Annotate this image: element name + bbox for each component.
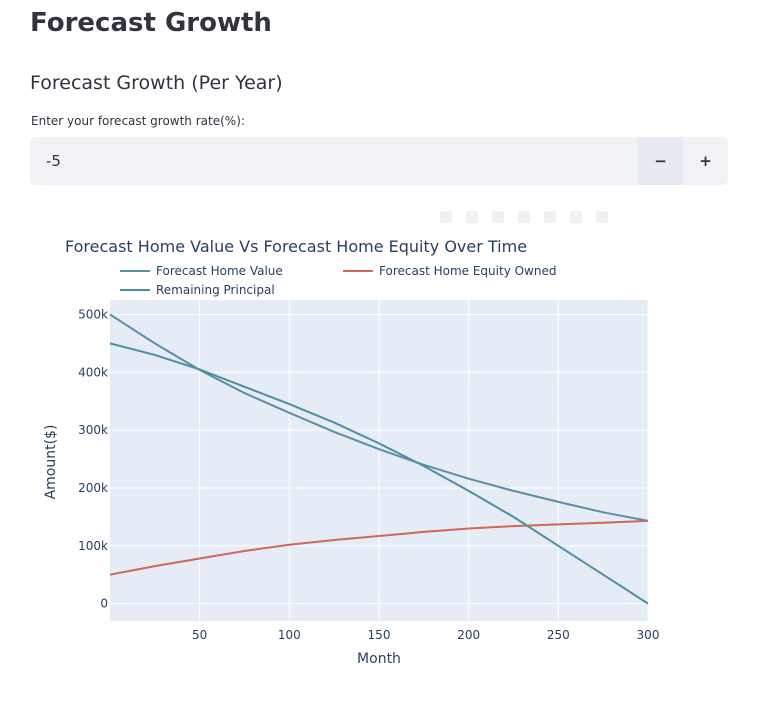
series-group [109,313,649,605]
chart-toolbar[interactable] [440,208,757,230]
section-title: Forecast Growth (Per Year) [30,72,283,94]
forecast-chart[interactable]: Forecast Home Value Vs Forecast Home Equ… [0,230,757,700]
pan-icon[interactable] [492,211,504,223]
legend-label[interactable]: Forecast Home Value [156,264,283,278]
autoscale-icon[interactable] [570,211,582,223]
axis-ticks: 50 100 150 200 250 300 0 100k 200k 300k 400k 500k [78,307,659,642]
decrement-button[interactable]: − [638,137,683,185]
x-tick-label: 300 [637,628,660,642]
x-tick-label: 50 [192,628,207,642]
camera-icon[interactable] [440,211,452,223]
x-tick-label: 150 [368,628,391,642]
y-tick-label: 0 [100,597,108,611]
x-axis-title: Month [357,651,401,667]
zoom-out-icon[interactable] [544,211,556,223]
growth-rate-label: Enter your forecast growth rate(%): [31,114,245,128]
reset-axes-icon[interactable] [596,211,608,223]
y-tick-label: 400k [78,365,108,379]
series-line-forecast-home-equity-owned[interactable] [109,519,649,576]
increment-button[interactable]: + [699,152,712,170]
x-tick-label: 250 [547,628,570,642]
growth-rate-value[interactable]: -5 [46,152,61,170]
x-tick-label: 200 [457,628,480,642]
zoom-in-icon[interactable] [518,211,530,223]
y-tick-label: 100k [78,539,108,553]
y-axis-title: Amount($) [43,425,59,500]
growth-rate-input[interactable]: -5 − + [30,137,728,185]
chart-title: Forecast Home Value Vs Forecast Home Equ… [65,237,527,256]
y-tick-label: 300k [78,423,108,437]
page-title: Forecast Growth [30,8,272,38]
series-line-remaining-principal[interactable] [109,342,649,605]
x-tick-label: 100 [278,628,301,642]
zoom-icon[interactable] [466,211,478,223]
y-tick-label: 200k [78,481,108,495]
chart-legend[interactable]: Forecast Home Value Forecast Home Equity … [120,264,556,297]
legend-label[interactable]: Forecast Home Equity Owned [379,264,556,278]
legend-label[interactable]: Remaining Principal [156,283,275,297]
y-tick-label: 500k [78,307,108,321]
